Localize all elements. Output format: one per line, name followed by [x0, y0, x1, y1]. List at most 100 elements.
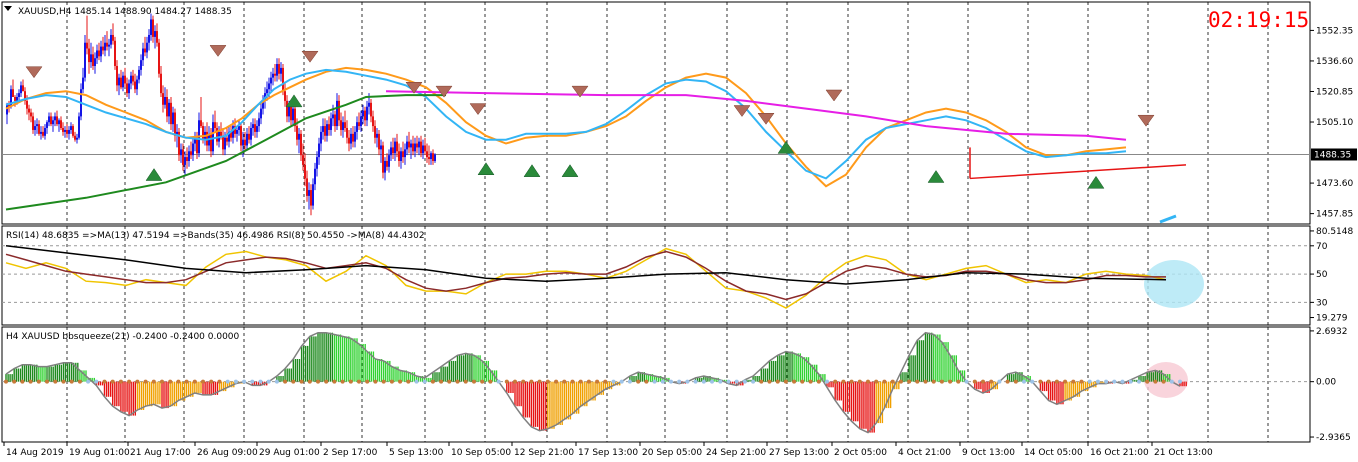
- squeeze-dot: [176, 379, 181, 384]
- squeeze-dot: [644, 379, 649, 384]
- price-bar: [410, 143, 412, 148]
- squeeze-dot: [168, 379, 173, 384]
- squeeze-dot: [201, 379, 205, 384]
- price-bar: [390, 147, 392, 156]
- price-bar: [290, 106, 292, 121]
- price-bar: [378, 133, 380, 150]
- price-bar: [220, 131, 222, 136]
- price-bar: [262, 100, 264, 109]
- rsi-y-tick-label: 50: [1316, 270, 1328, 280]
- price-bar: [304, 164, 306, 179]
- price-bar: [200, 120, 202, 127]
- squeeze-dot: [258, 379, 263, 384]
- x-tick-label: 27 Sep 13:00: [769, 448, 829, 458]
- price-bar: [36, 124, 38, 127]
- squeeze-dot: [184, 379, 189, 384]
- squeeze-dot: [357, 379, 361, 384]
- x-tick-label: 16 Oct 21:00: [1090, 448, 1149, 458]
- x-tick-label: 26 Aug 09:00: [197, 448, 258, 458]
- price-bar: [44, 128, 46, 136]
- price-bar: [146, 42, 148, 53]
- squeeze-dot: [118, 379, 123, 384]
- squeeze-dot: [1013, 379, 1018, 384]
- price-bar: [14, 97, 16, 101]
- main-y-tick-label: 1473.60: [1316, 179, 1353, 189]
- squeeze-dot: [660, 379, 665, 384]
- squeeze-dot: [816, 379, 821, 384]
- price-bar: [22, 85, 24, 92]
- squeeze-dot: [127, 379, 132, 384]
- price-bar: [230, 131, 232, 138]
- squeeze-dot: [77, 379, 82, 384]
- squeeze-dot: [800, 379, 805, 384]
- squeeze-dot: [480, 379, 485, 384]
- squeeze-dot: [488, 379, 493, 384]
- squeeze-dot: [307, 379, 312, 384]
- price-bar: [130, 75, 132, 84]
- squeeze-dot: [1079, 379, 1084, 384]
- price-bar: [406, 141, 408, 150]
- ema-orange-line: [5, 66, 1127, 188]
- squeeze-dot: [143, 379, 148, 384]
- price-bar: [352, 133, 354, 142]
- ma-green-line: [5, 94, 446, 211]
- price-bar: [28, 108, 30, 113]
- price-bar: [68, 129, 70, 134]
- price-bar: [42, 131, 44, 136]
- price-bar: [106, 42, 108, 47]
- squeeze-dot: [1005, 379, 1010, 384]
- x-tick-label: 17 Sep 13:00: [578, 448, 638, 458]
- x-tick-label: 19 Aug 01:00: [69, 448, 130, 458]
- price-bar: [228, 131, 230, 142]
- price-bar: [292, 108, 294, 121]
- main-y-tick-label: 1505.10: [1316, 118, 1353, 128]
- price-bar: [328, 124, 330, 130]
- price-bar: [54, 116, 56, 121]
- squeeze-dot: [948, 379, 953, 384]
- price-bar: [330, 118, 332, 130]
- squeeze-dot: [907, 379, 912, 384]
- squeeze-dot: [939, 379, 944, 384]
- price-bar: [364, 110, 366, 121]
- price-bar: [334, 114, 336, 127]
- squeeze-dot: [4, 379, 8, 384]
- price-bar: [274, 73, 276, 76]
- price-bar: [62, 128, 64, 132]
- support-trendline: [969, 164, 1187, 180]
- price-bar: [90, 54, 92, 63]
- price-bar: [182, 149, 184, 165]
- x-tick-label: 24 Sep 21:00: [706, 448, 766, 458]
- price-bar: [86, 42, 88, 49]
- squeeze-dot: [1046, 379, 1051, 384]
- squeeze-dot: [1178, 379, 1182, 384]
- squeeze-dot: [685, 379, 690, 384]
- price-bar: [186, 157, 188, 161]
- squeeze-dot: [775, 379, 780, 384]
- price-bar: [428, 157, 430, 160]
- squeeze-dot: [677, 379, 682, 384]
- price-bar: [276, 64, 278, 76]
- price-bar: [356, 122, 358, 132]
- squeeze-dot: [1161, 379, 1166, 384]
- price-bar: [294, 108, 296, 127]
- price-bar: [166, 97, 168, 117]
- price-bar: [212, 122, 214, 152]
- price-bar: [238, 126, 240, 130]
- squeeze-dot: [389, 379, 394, 384]
- squeeze-dot: [989, 379, 994, 384]
- squeeze-dot: [472, 379, 476, 384]
- price-bar: [366, 106, 368, 121]
- squeeze-dot: [857, 379, 862, 384]
- x-tick-label: 10 Sep 05:00: [451, 448, 511, 458]
- price-bar: [394, 141, 396, 154]
- squeeze-dot: [86, 379, 91, 384]
- squeeze-dot: [915, 379, 920, 384]
- squeeze-dot: [783, 379, 788, 384]
- price-bar: [160, 73, 162, 94]
- sell-arrow-icon: [25, 66, 43, 79]
- price-bar: [20, 85, 22, 94]
- squeeze-dot: [931, 379, 936, 384]
- dropdown-triangle-icon[interactable]: [4, 6, 12, 11]
- price-bar: [10, 89, 12, 107]
- price-bar: [48, 116, 50, 123]
